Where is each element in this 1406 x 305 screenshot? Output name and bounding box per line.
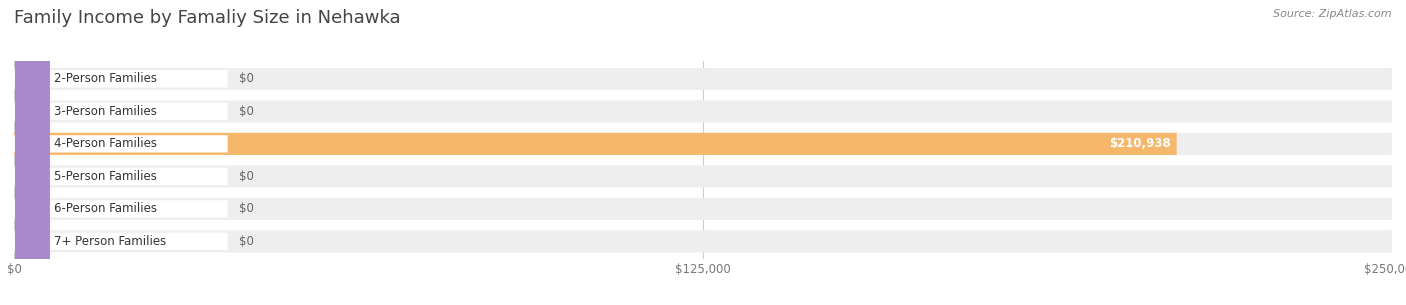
FancyBboxPatch shape [14, 133, 1177, 155]
Text: 5-Person Families: 5-Person Families [53, 170, 156, 183]
Circle shape [15, 0, 49, 305]
Circle shape [15, 0, 49, 305]
FancyBboxPatch shape [14, 103, 228, 120]
Text: 3-Person Families: 3-Person Families [53, 105, 156, 118]
Text: 6-Person Families: 6-Person Families [53, 203, 156, 215]
FancyBboxPatch shape [14, 70, 228, 88]
FancyBboxPatch shape [14, 135, 228, 152]
Text: $0: $0 [239, 170, 253, 183]
Text: 2-Person Families: 2-Person Families [53, 72, 156, 85]
FancyBboxPatch shape [14, 200, 228, 217]
FancyBboxPatch shape [14, 198, 1392, 220]
Text: $0: $0 [239, 72, 253, 85]
Text: $0: $0 [239, 105, 253, 118]
Circle shape [15, 0, 49, 305]
FancyBboxPatch shape [14, 68, 1392, 90]
Text: $210,938: $210,938 [1109, 137, 1171, 150]
FancyBboxPatch shape [14, 233, 228, 250]
Text: Family Income by Famaliy Size in Nehawka: Family Income by Famaliy Size in Nehawka [14, 9, 401, 27]
Text: $0: $0 [239, 235, 253, 248]
FancyBboxPatch shape [14, 165, 1392, 188]
Text: 7+ Person Families: 7+ Person Families [53, 235, 166, 248]
Text: $0: $0 [239, 203, 253, 215]
FancyBboxPatch shape [14, 168, 228, 185]
Circle shape [15, 0, 49, 305]
Text: Source: ZipAtlas.com: Source: ZipAtlas.com [1274, 9, 1392, 19]
Text: 4-Person Families: 4-Person Families [53, 137, 156, 150]
FancyBboxPatch shape [14, 230, 1392, 253]
FancyBboxPatch shape [14, 100, 1392, 122]
Circle shape [15, 0, 49, 305]
FancyBboxPatch shape [14, 133, 1392, 155]
Circle shape [15, 0, 49, 305]
